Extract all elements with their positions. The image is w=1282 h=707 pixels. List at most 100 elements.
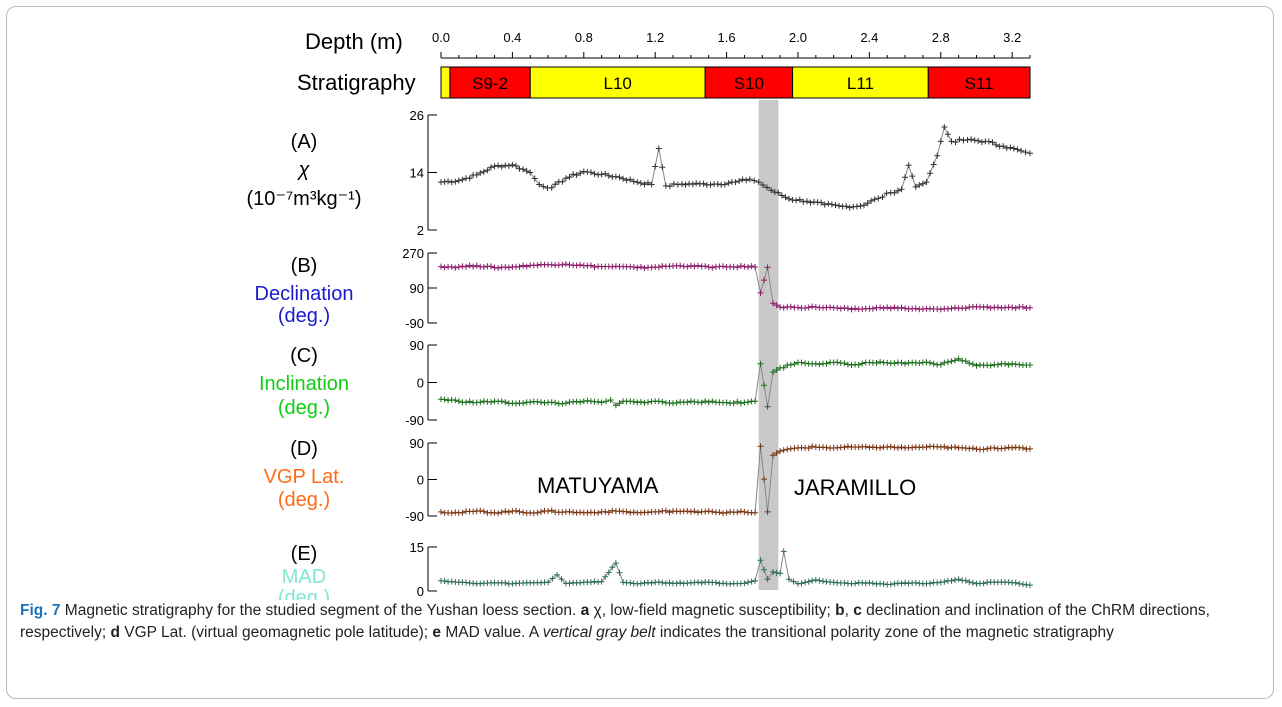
data-point xyxy=(513,507,519,514)
data-point xyxy=(559,261,566,268)
series-line xyxy=(440,125,1031,209)
data-point xyxy=(441,264,448,271)
y-tick-label: -90 xyxy=(405,509,424,524)
data-point xyxy=(777,304,784,311)
series-line xyxy=(440,358,1030,407)
caption-belt: vertical gray belt xyxy=(542,624,656,641)
data-point xyxy=(548,184,555,191)
data-point xyxy=(871,196,878,203)
data-point xyxy=(695,262,701,269)
data-point xyxy=(984,445,991,452)
depth-tick-label: 0.0 xyxy=(432,30,450,45)
data-point xyxy=(452,397,459,404)
data-point xyxy=(848,306,855,313)
data-point xyxy=(898,580,905,587)
data-point xyxy=(761,476,768,483)
data-point xyxy=(764,264,771,271)
data-point xyxy=(818,199,825,206)
data-point xyxy=(495,162,502,169)
data-point xyxy=(971,137,978,144)
data-point xyxy=(562,261,569,268)
data-point xyxy=(834,359,841,366)
data-point xyxy=(798,359,805,366)
data-point xyxy=(809,443,816,450)
data-point xyxy=(677,579,684,586)
data-point xyxy=(520,509,527,516)
data-point xyxy=(573,172,580,179)
data-point xyxy=(869,444,876,450)
data-point xyxy=(623,177,630,184)
data-point xyxy=(859,360,866,367)
panel-b: (B) Declination(deg.) -90 90 270 xyxy=(255,246,1033,331)
data-point xyxy=(984,303,991,310)
data-point xyxy=(605,172,612,179)
data-point xyxy=(448,179,455,186)
data-point xyxy=(828,201,835,208)
data-point xyxy=(655,579,662,585)
data-point xyxy=(944,131,951,138)
data-point xyxy=(558,576,565,583)
data-point xyxy=(909,444,916,451)
strat-unit-label: S10 xyxy=(734,74,764,93)
data-point xyxy=(916,182,923,188)
data-point xyxy=(975,137,982,144)
data-point xyxy=(841,444,848,451)
stratigraphy-chart: Depth (m) 0.0 0.4 0.8 1.2 1.6 2.0 2.4 2.8 3.2 Str… xyxy=(246,29,1033,600)
data-point xyxy=(441,578,448,584)
data-point xyxy=(645,509,651,516)
data-point xyxy=(455,177,462,184)
data-point xyxy=(930,161,937,168)
data-point xyxy=(952,357,958,364)
data-point xyxy=(630,264,637,270)
data-point xyxy=(786,195,792,202)
panel-e: (E)MAD(deg.) 0 15 xyxy=(278,540,1033,600)
data-point xyxy=(531,175,538,182)
data-point xyxy=(923,179,930,186)
data-point xyxy=(480,168,487,175)
panel-letter: (A) xyxy=(291,131,318,153)
data-point xyxy=(616,174,623,181)
data-point xyxy=(964,136,971,143)
data-point xyxy=(852,580,859,587)
y-tick-label: 90 xyxy=(410,436,424,451)
data-point xyxy=(1009,444,1016,451)
data-point xyxy=(841,579,848,586)
data-point xyxy=(902,360,909,367)
data-point xyxy=(573,398,580,405)
data-point xyxy=(798,580,805,587)
data-point xyxy=(705,399,712,406)
data-point xyxy=(1019,303,1026,310)
depth-tick-label: 3.2 xyxy=(1003,30,1021,45)
data-point xyxy=(968,136,975,143)
data-point xyxy=(732,179,739,186)
data-point xyxy=(580,398,587,405)
data-point xyxy=(952,576,958,583)
data-point xyxy=(634,264,641,271)
data-point xyxy=(659,164,666,171)
data-point xyxy=(477,399,484,406)
data-point xyxy=(751,177,758,184)
data-point xyxy=(1027,362,1033,368)
panel-label: χ xyxy=(297,159,311,181)
y-tick-label: 90 xyxy=(410,281,424,296)
data-point xyxy=(980,446,987,453)
data-point xyxy=(898,359,905,366)
data-point xyxy=(520,400,527,407)
data-point xyxy=(782,194,789,201)
data-point xyxy=(787,361,794,368)
data-point xyxy=(1012,579,1019,586)
data-point xyxy=(948,138,955,145)
data-point xyxy=(534,509,541,516)
panel-d: (D) VGP Lat.(deg.) -90 0 90 xyxy=(264,436,1033,524)
caption-e: e xyxy=(432,624,442,641)
data-point xyxy=(573,262,580,269)
data-point xyxy=(987,305,994,311)
data-point xyxy=(577,399,584,406)
data-point xyxy=(612,560,619,567)
data-point xyxy=(857,203,864,209)
data-point xyxy=(752,398,759,405)
data-point xyxy=(445,178,452,185)
data-point xyxy=(1019,581,1026,588)
data-point xyxy=(630,509,637,516)
data-point xyxy=(477,169,484,176)
